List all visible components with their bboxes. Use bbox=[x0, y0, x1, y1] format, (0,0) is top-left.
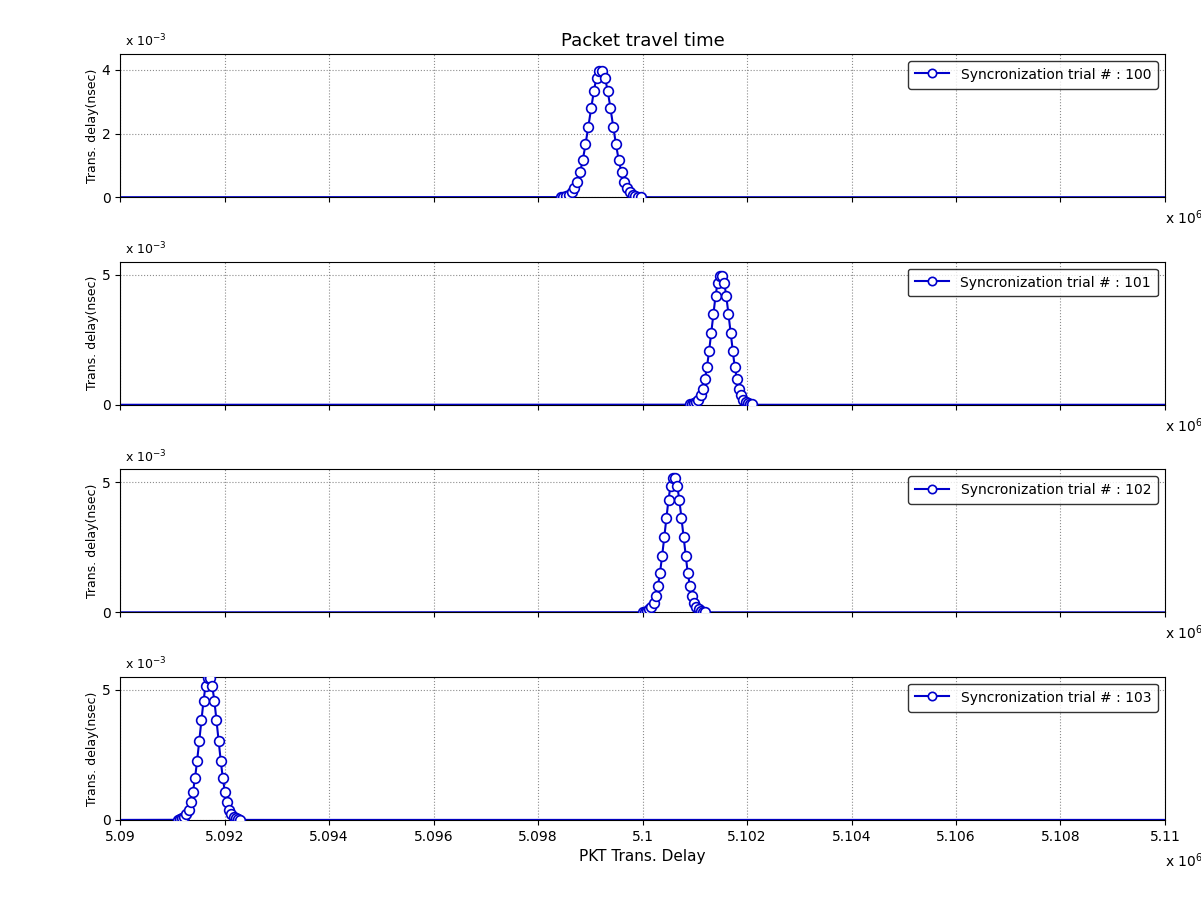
Y-axis label: Trans. delay(nsec): Trans. delay(nsec) bbox=[85, 691, 98, 805]
Text: x 10$^{-3}$: x 10$^{-3}$ bbox=[125, 656, 167, 672]
Legend: Syncronization trial # : 101: Syncronization trial # : 101 bbox=[908, 268, 1158, 296]
Legend: Syncronization trial # : 100: Syncronization trial # : 100 bbox=[908, 61, 1158, 89]
Text: x 10$^{-3}$: x 10$^{-3}$ bbox=[125, 449, 167, 465]
Legend: Syncronization trial # : 102: Syncronization trial # : 102 bbox=[908, 476, 1158, 504]
Legend: Syncronization trial # : 103: Syncronization trial # : 103 bbox=[908, 684, 1158, 712]
X-axis label: PKT Trans. Delay: PKT Trans. Delay bbox=[579, 849, 706, 864]
Y-axis label: Trans. delay(nsec): Trans. delay(nsec) bbox=[85, 68, 98, 183]
Text: x 10$^6$: x 10$^6$ bbox=[1165, 416, 1201, 435]
Text: x 10$^6$: x 10$^6$ bbox=[1165, 623, 1201, 642]
Text: x 10$^6$: x 10$^6$ bbox=[1165, 851, 1201, 870]
Text: x 10$^{-3}$: x 10$^{-3}$ bbox=[125, 241, 167, 258]
Y-axis label: Trans. delay(nsec): Trans. delay(nsec) bbox=[85, 484, 98, 598]
Text: x 10$^6$: x 10$^6$ bbox=[1165, 209, 1201, 227]
Y-axis label: Trans. delay(nsec): Trans. delay(nsec) bbox=[85, 276, 98, 390]
Title: Packet travel time: Packet travel time bbox=[561, 32, 724, 50]
Text: x 10$^{-3}$: x 10$^{-3}$ bbox=[125, 33, 167, 50]
